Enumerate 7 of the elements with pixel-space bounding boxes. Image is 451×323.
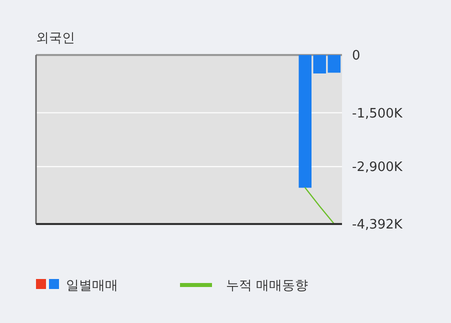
legend-label: 누적 매매동향: [226, 278, 308, 294]
y-tick-label: -2,900K: [352, 160, 403, 176]
y-tick-label: 0: [352, 48, 360, 64]
y-tick-label: -4,392K: [352, 218, 403, 233]
chart-title: 외국인: [36, 31, 75, 46]
legend-label: 일별매매: [66, 278, 118, 294]
y-tick-label: -1,500K: [352, 106, 403, 122]
